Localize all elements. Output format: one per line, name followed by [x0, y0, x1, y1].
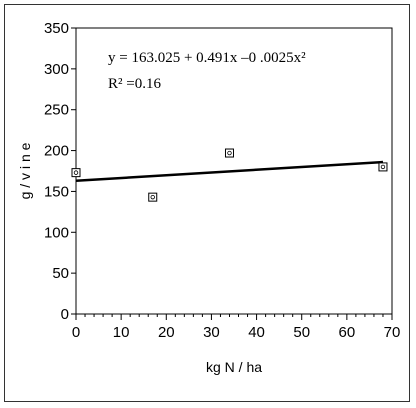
data-point-inner — [73, 170, 79, 175]
trendline-equation: y = 163.025 + 0.491x –0 .0025x² — [108, 50, 306, 66]
x-tick-label: 20 — [158, 324, 175, 341]
y-tick-label: 250 — [44, 102, 69, 119]
data-point — [148, 192, 158, 202]
r-squared-label: R² =0.16 — [108, 76, 161, 92]
y-tick-label: 0 — [61, 306, 69, 323]
y-tick-label: 50 — [52, 265, 69, 282]
x-axis-title: kg N / ha — [206, 359, 262, 375]
data-point-inner — [227, 150, 232, 156]
y-axis-title: g / v i n e — [17, 142, 33, 199]
x-tick-label: 30 — [203, 324, 220, 341]
y-axis: 0 50 100 150 200 250 300 350 — [44, 20, 76, 323]
trendline — [75, 160, 384, 183]
y-tick-label: 350 — [44, 20, 69, 37]
y-tick-label: 100 — [44, 224, 69, 241]
data-point-inner — [150, 194, 155, 200]
x-tick-label: 70 — [384, 324, 401, 341]
x-tick-label: 60 — [339, 324, 356, 341]
x-tick-label: 40 — [248, 324, 265, 341]
x-axis: 0 10 20 30 40 50 60 70 — [72, 314, 401, 341]
plot-area — [75, 27, 393, 315]
data-point — [224, 148, 234, 158]
x-tick-label: 10 — [113, 324, 130, 341]
data-point — [71, 168, 81, 178]
x-tick-label: 0 — [72, 324, 80, 341]
x-tick-label: 50 — [293, 324, 310, 341]
data-point-inner — [380, 164, 386, 170]
y-tick-label: 300 — [44, 61, 69, 78]
data-points — [71, 148, 388, 202]
data-point — [378, 162, 388, 172]
chart-frame — [4, 4, 410, 402]
y-tick-label: 200 — [44, 143, 69, 160]
y-tick-label: 150 — [44, 183, 69, 200]
